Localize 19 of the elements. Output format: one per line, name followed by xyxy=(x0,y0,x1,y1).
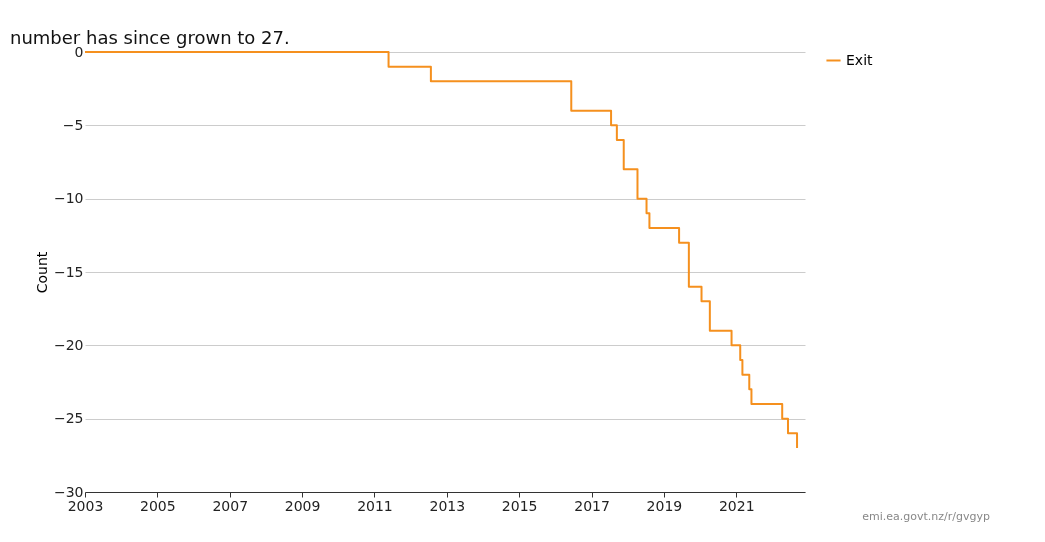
x-tick-label: 2019 xyxy=(646,497,683,514)
x-tick-label: 2013 xyxy=(429,497,466,514)
x-tick-label: 2017 xyxy=(574,497,610,514)
y-tick-label: −10 xyxy=(53,190,84,207)
y-tick-label: −30 xyxy=(53,483,84,500)
y-tick-label: −25 xyxy=(53,410,84,427)
x-tick-label: 2003 xyxy=(67,497,104,514)
x-tick-label: 2005 xyxy=(140,497,176,514)
y-axis-title: Count xyxy=(33,251,50,294)
x-tick-label: 2011 xyxy=(357,497,393,514)
x-tick-label: 2007 xyxy=(212,497,249,514)
text: emi.ea.govt.nz/r/gvgyp xyxy=(862,510,990,523)
x-tick-label: 2015 xyxy=(501,497,538,514)
y-tick-label: −20 xyxy=(53,336,84,353)
y-tick-label: −15 xyxy=(53,263,84,280)
x-tick-label: 2021 xyxy=(718,497,755,514)
y-tick-label: −5 xyxy=(62,116,84,133)
x-tick-label: 2009 xyxy=(284,497,321,514)
legend-label: Exit xyxy=(846,51,874,68)
